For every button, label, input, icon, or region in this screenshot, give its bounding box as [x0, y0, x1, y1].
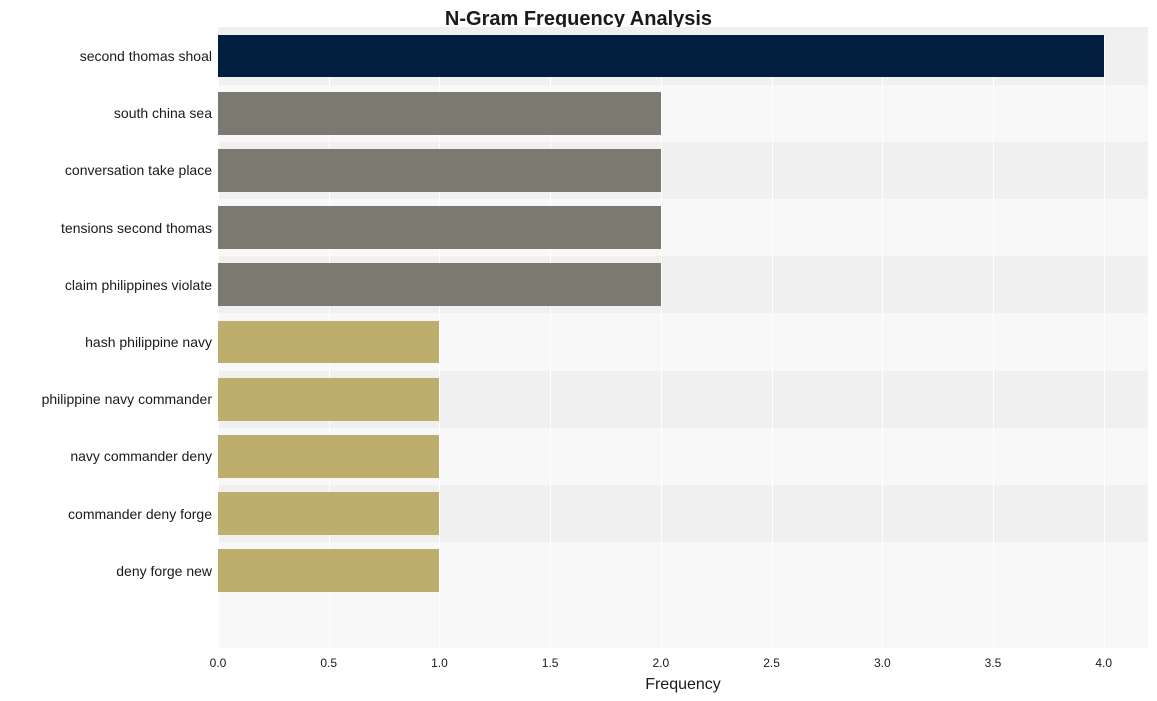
ngram-chart: N-Gram Frequency Analysis Frequency seco…: [0, 0, 1157, 701]
y-tick-label: philippine navy commander: [42, 391, 212, 407]
y-tick-label: navy commander deny: [70, 448, 212, 464]
bar: [218, 492, 439, 535]
bar: [218, 92, 661, 135]
y-tick-label: south china sea: [114, 105, 212, 121]
y-tick-label: tensions second thomas: [61, 220, 212, 236]
x-grid-line: [661, 36, 662, 648]
plot-area: [218, 36, 1148, 648]
bar: [218, 206, 661, 249]
x-tick-label: 4.0: [1095, 656, 1112, 670]
x-tick-label: 3.5: [985, 656, 1002, 670]
x-grid-line: [882, 36, 883, 648]
x-grid-line: [993, 36, 994, 648]
x-tick-label: 2.5: [763, 656, 780, 670]
x-tick-label: 0.0: [210, 656, 227, 670]
y-tick-label: conversation take place: [65, 162, 212, 178]
x-tick-label: 2.0: [653, 656, 670, 670]
y-tick-label: commander deny forge: [68, 506, 212, 522]
x-axis-label: Frequency: [218, 676, 1148, 694]
y-tick-label: second thomas shoal: [80, 48, 212, 64]
y-tick-label: claim philippines violate: [65, 277, 212, 293]
bar: [218, 435, 439, 478]
x-tick-label: 0.5: [320, 656, 337, 670]
y-tick-label: deny forge new: [116, 563, 212, 579]
x-tick-label: 1.5: [542, 656, 559, 670]
x-grid-line: [772, 36, 773, 648]
x-tick-label: 1.0: [431, 656, 448, 670]
bar: [218, 378, 439, 421]
y-tick-label: hash philippine navy: [85, 334, 212, 350]
bar: [218, 149, 661, 192]
bar: [218, 549, 439, 592]
x-tick-label: 3.0: [874, 656, 891, 670]
bar: [218, 35, 1104, 78]
bar: [218, 321, 439, 364]
x-grid-line: [1104, 36, 1105, 648]
bar: [218, 263, 661, 306]
